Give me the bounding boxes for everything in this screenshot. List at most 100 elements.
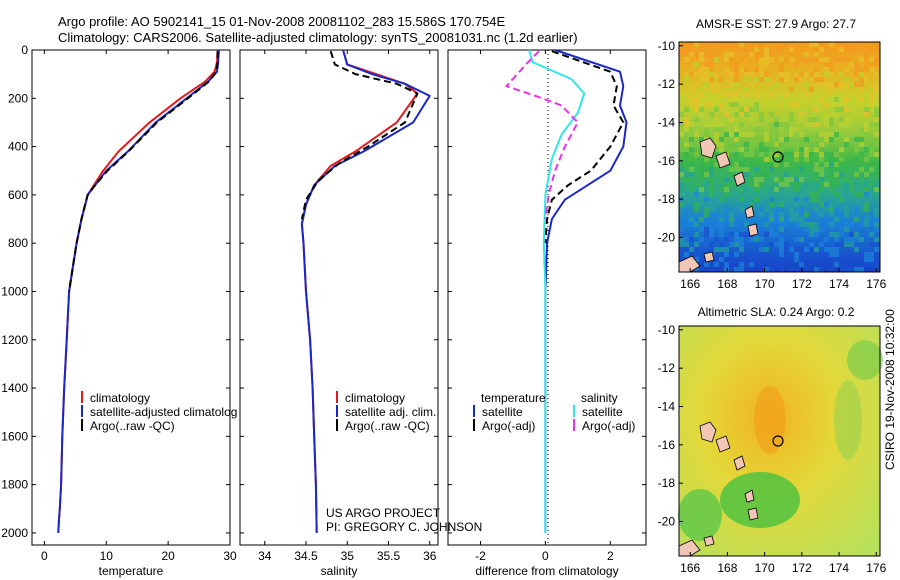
x-tick-label: 34 [258, 549, 272, 563]
sla-low-anomaly [720, 472, 800, 528]
sst-pixel [854, 182, 859, 187]
sst-pixel [754, 107, 759, 112]
sst-pixel [829, 172, 834, 177]
sst-pixel [844, 82, 849, 87]
sst-pixel [744, 262, 749, 267]
sst-pixel [714, 262, 719, 267]
sst-pixel [759, 257, 764, 262]
sst-pixel [809, 197, 814, 202]
sst-pixel [839, 122, 844, 127]
sst-pixel [759, 52, 764, 57]
sst-pixel [859, 82, 864, 87]
sst-pixel [799, 237, 804, 242]
lon-tick-label: 166 [680, 277, 700, 291]
sst-pixel [724, 237, 729, 242]
sst-pixel [729, 222, 734, 227]
sst-pixel [834, 177, 839, 182]
island-shape [699, 137, 717, 159]
sst-pixel [874, 47, 879, 52]
sst-pixel [864, 252, 869, 257]
sst-pixel [699, 52, 704, 57]
sst-pixel [754, 142, 759, 147]
island-shape [699, 421, 717, 443]
sst-pixel [779, 217, 784, 222]
sst-pixel [699, 72, 704, 77]
sst-pixel [774, 42, 779, 47]
sst-pixel [714, 247, 719, 252]
sst-pixel [799, 177, 804, 182]
sst-pixel [819, 177, 824, 182]
sst-pixel [829, 87, 834, 92]
sst-pixel [779, 67, 784, 72]
sst-pixel [824, 237, 829, 242]
sst-pixel [799, 222, 804, 227]
sst-pixel [779, 102, 784, 107]
sst-pixel [719, 247, 724, 252]
sst-pixel [769, 162, 774, 167]
sst-pixel [724, 142, 729, 147]
sst-pixel [764, 162, 769, 167]
sst-pixel [719, 102, 724, 107]
sst-pixel [859, 207, 864, 212]
sst-pixel [789, 52, 794, 57]
sst-pixel [874, 217, 879, 222]
sst-pixel [684, 122, 689, 127]
sst-pixel [734, 267, 739, 272]
sst-pixel [789, 47, 794, 52]
sst-pixel [809, 42, 814, 47]
sst-pixel [844, 197, 849, 202]
sst-pixel [859, 57, 864, 62]
sst-pixel [739, 122, 744, 127]
sst-pixel [779, 222, 784, 227]
sst-pixel [799, 247, 804, 252]
sst-pixel [799, 77, 804, 82]
sst-pixel [829, 122, 834, 127]
sst-pixel [739, 247, 744, 252]
sst-pixel [789, 177, 794, 182]
sst-pixel [814, 172, 819, 177]
sst-pixel [694, 132, 699, 137]
sst-pixel [854, 237, 859, 242]
sst-pixel [804, 92, 809, 97]
sst-pixel [864, 147, 869, 152]
sst-pixel [724, 57, 729, 62]
sst-pixel [794, 62, 799, 67]
sst-pixel [874, 262, 879, 267]
sst-pixel [719, 217, 724, 222]
sst-pixel [869, 262, 874, 267]
sst-pixel [839, 42, 844, 47]
sst-pixel [864, 112, 869, 117]
sst-coastlines [678, 137, 759, 273]
figure-title-line2: Climatology: CARS2006. Satellite-adjuste… [58, 30, 578, 45]
sst-pixel [859, 267, 864, 272]
sst-pixel [754, 167, 759, 172]
island-shape [715, 435, 731, 453]
sst-pixel [744, 52, 749, 57]
sst-pixel [834, 112, 839, 117]
sst-pixel [814, 47, 819, 52]
sst-pixel [864, 97, 869, 102]
sst-pixel [689, 247, 694, 252]
sst-pixel [829, 112, 834, 117]
sst-pixel [824, 102, 829, 107]
sst-pixel [844, 187, 849, 192]
sst-pixel [754, 52, 759, 57]
sst-pixel [694, 72, 699, 77]
difference-profile-panel: -2 0 2 difference from climatology tempera… [447, 49, 647, 578]
x-tick-label: 0 [542, 549, 549, 563]
sst-pixel [824, 57, 829, 62]
legend-clim-label: climatology [345, 391, 405, 405]
sst-pixel [689, 222, 694, 227]
sst-pixel [839, 47, 844, 52]
sst-pixel [769, 167, 774, 172]
sst-pixel [744, 222, 749, 227]
sst-pixel [764, 77, 769, 82]
lat-tick-label: -16 [658, 438, 676, 452]
sst-pixel [769, 187, 774, 192]
sst-pixel [759, 117, 764, 122]
sst-pixel [829, 232, 834, 237]
sst-pixel [754, 92, 759, 97]
sst-pixel [704, 77, 709, 82]
sst-pixel [714, 127, 719, 132]
sst-pixel [719, 127, 724, 132]
